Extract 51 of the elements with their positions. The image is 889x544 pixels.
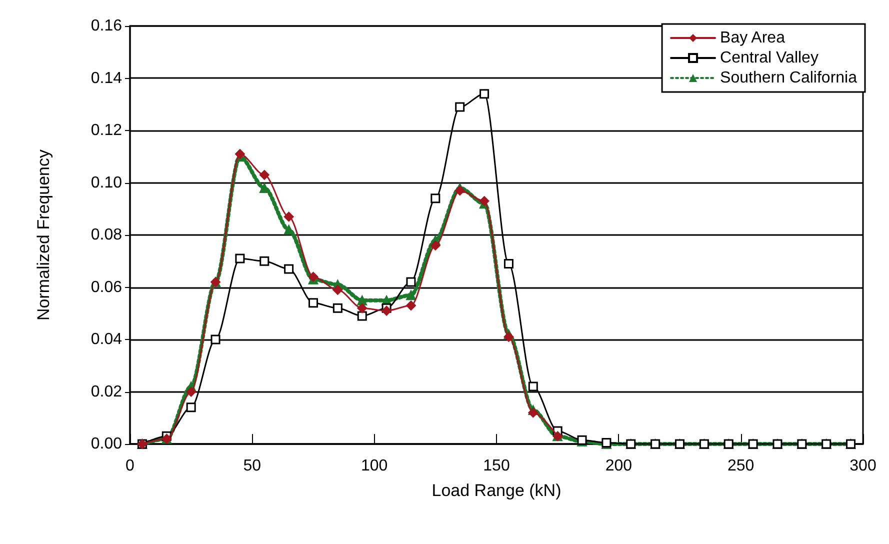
point	[357, 303, 368, 314]
point	[308, 272, 318, 282]
x-tick-label: 50	[243, 458, 262, 474]
point	[455, 102, 465, 112]
point	[260, 256, 270, 266]
point	[480, 89, 490, 99]
y-tick-label: 0.06	[90, 278, 122, 296]
x-tick-label: 150	[483, 458, 510, 474]
point	[308, 298, 318, 308]
point	[406, 300, 416, 311]
point	[406, 277, 416, 287]
point	[479, 196, 490, 206]
point	[406, 290, 416, 300]
y-tick-label: 0.08	[90, 226, 122, 244]
x-tick-label: 250	[727, 458, 754, 474]
legend-label: Bay Area	[720, 30, 786, 46]
point	[259, 170, 270, 180]
x-axis-title: Load Range (kN)	[432, 481, 562, 500]
y-tick-label: 0.12	[90, 122, 122, 139]
point	[284, 212, 294, 222]
point	[430, 194, 440, 204]
point	[504, 258, 514, 268]
y-axis-title: Normalized Frequency	[34, 148, 53, 321]
legend-label: Central Valley	[720, 50, 818, 66]
point	[332, 303, 342, 313]
x-tick-label: 300	[850, 458, 876, 474]
point	[186, 386, 196, 397]
x-tick-label: 100	[360, 458, 388, 474]
x-tick-label: 200	[605, 458, 632, 474]
point	[284, 264, 294, 274]
y-tick-label: 0.02	[90, 383, 122, 400]
point	[357, 311, 367, 321]
x-tick-label: 0	[126, 458, 135, 474]
point	[528, 382, 538, 392]
point	[332, 284, 343, 295]
point	[504, 332, 514, 342]
y-tick-label: 0.10	[90, 174, 122, 192]
point	[186, 402, 196, 412]
point	[234, 149, 245, 160]
point	[235, 254, 245, 264]
point	[454, 186, 465, 196]
point	[210, 334, 220, 344]
point	[430, 240, 440, 250]
point	[357, 295, 368, 306]
legend-label: Southern California	[720, 70, 858, 86]
y-tick-label: 0.16	[90, 18, 122, 34]
y-tick-label: 0.00	[90, 436, 122, 452]
point	[382, 306, 392, 316]
y-tick-label: 0.14	[90, 70, 122, 87]
y-tick-label: 0.04	[90, 331, 122, 348]
point	[528, 408, 538, 418]
